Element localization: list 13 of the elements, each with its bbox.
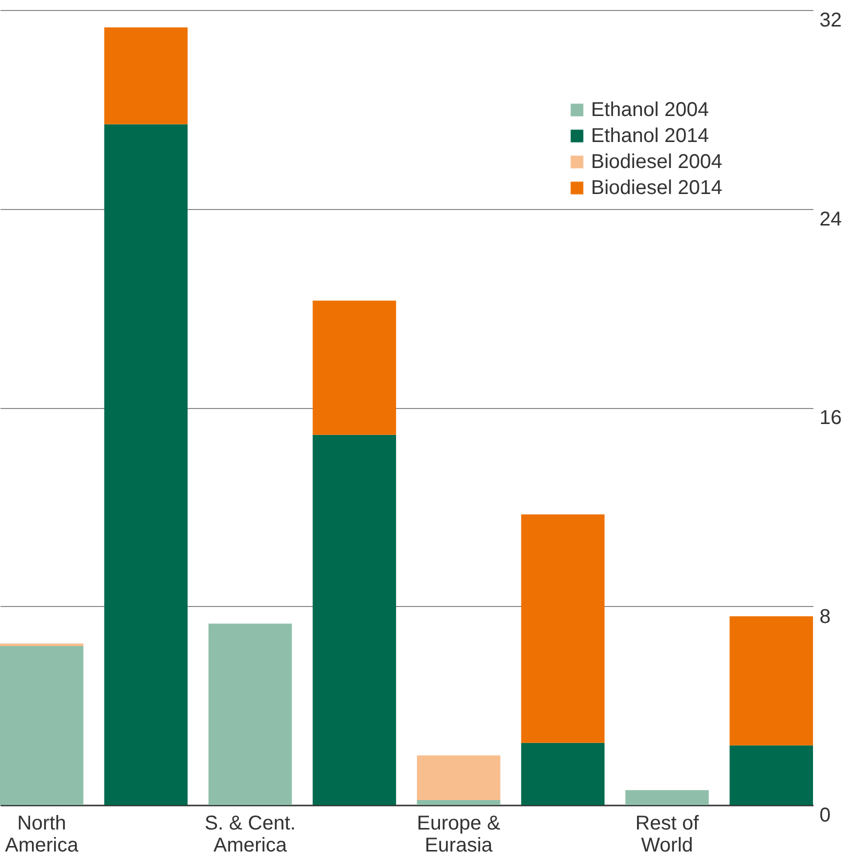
y-tick-label: 0 <box>820 804 831 826</box>
x-tick-label: Europe & Eurasia <box>416 812 501 856</box>
legend-label: Ethanol 2004 <box>591 99 709 121</box>
legend-label: Biodiesel 2014 <box>591 177 722 199</box>
y-tick-label: 8 <box>820 606 831 628</box>
y-tick-label: 24 <box>820 208 842 230</box>
y-tick-label: 16 <box>820 407 842 429</box>
y-tick-label: 32 <box>820 10 842 32</box>
x-tick-label: Rest of World <box>635 812 700 856</box>
x-tick-label: S. & Cent. America <box>204 812 296 856</box>
x-tick-label: North America <box>5 812 80 856</box>
legend-label: Ethanol 2014 <box>591 125 709 147</box>
legend-label: Biodiesel 2004 <box>591 151 722 173</box>
